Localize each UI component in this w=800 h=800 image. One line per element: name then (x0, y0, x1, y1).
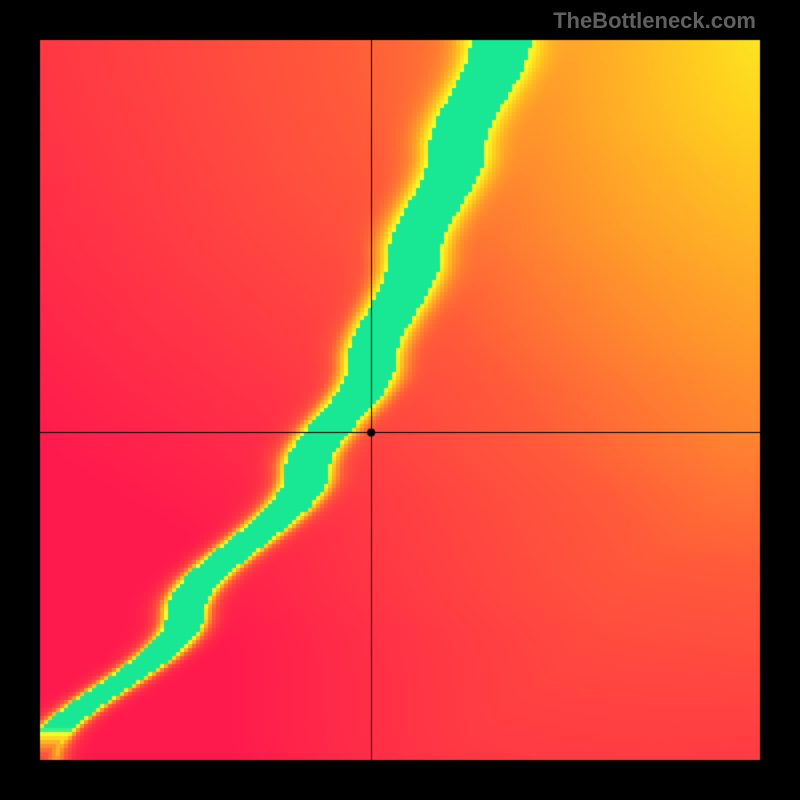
watermark-text: TheBottleneck.com (553, 8, 756, 34)
bottleneck-heatmap (0, 0, 800, 800)
chart-container: TheBottleneck.com (0, 0, 800, 800)
